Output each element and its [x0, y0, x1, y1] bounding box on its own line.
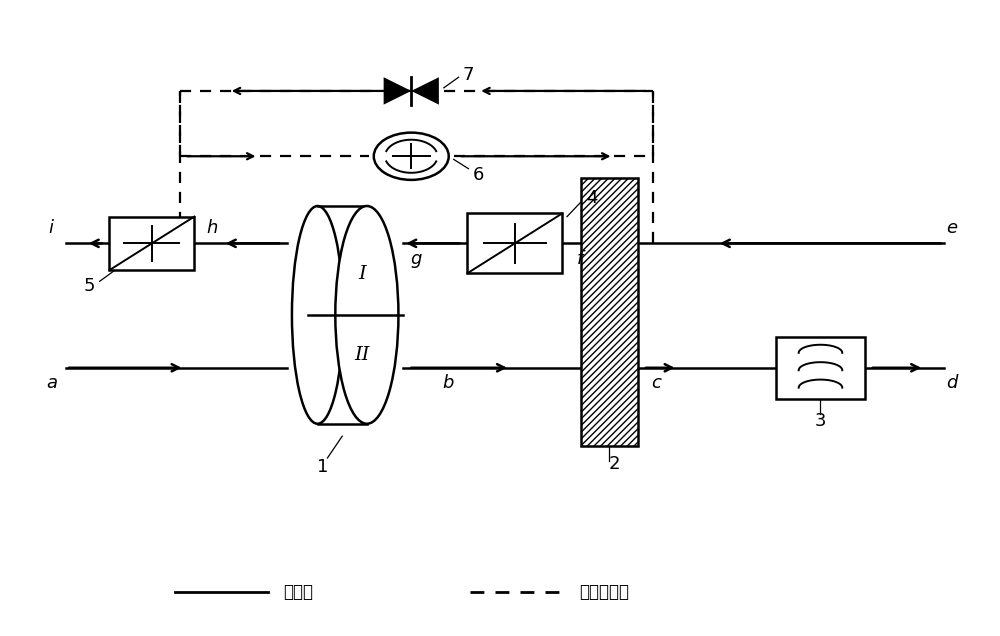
Text: I: I	[358, 265, 366, 284]
Text: h: h	[206, 219, 218, 237]
Text: 3: 3	[815, 411, 826, 430]
Text: 制冷剂管路: 制冷剂管路	[579, 583, 629, 601]
Text: II: II	[354, 347, 370, 364]
Text: a: a	[46, 375, 57, 392]
Circle shape	[374, 133, 449, 180]
Text: 6: 6	[473, 166, 484, 184]
Text: 7: 7	[463, 66, 474, 85]
Text: 1: 1	[317, 459, 328, 476]
Text: c: c	[651, 375, 661, 392]
Bar	[467, 214, 562, 273]
Text: 5: 5	[84, 277, 96, 294]
Text: e: e	[946, 219, 957, 237]
Bar	[581, 178, 638, 446]
Text: i: i	[49, 219, 54, 237]
Ellipse shape	[292, 206, 343, 424]
Text: g: g	[410, 250, 422, 268]
Text: d: d	[946, 375, 957, 392]
Bar	[581, 178, 638, 446]
Bar	[109, 217, 194, 270]
Text: 风管路: 风管路	[283, 583, 313, 601]
Polygon shape	[411, 77, 439, 104]
Bar	[776, 336, 865, 399]
Text: 4: 4	[586, 189, 597, 207]
Ellipse shape	[335, 206, 398, 424]
Text: f: f	[577, 250, 583, 268]
Polygon shape	[384, 77, 411, 104]
Text: 2: 2	[609, 455, 620, 473]
Text: b: b	[442, 375, 453, 392]
